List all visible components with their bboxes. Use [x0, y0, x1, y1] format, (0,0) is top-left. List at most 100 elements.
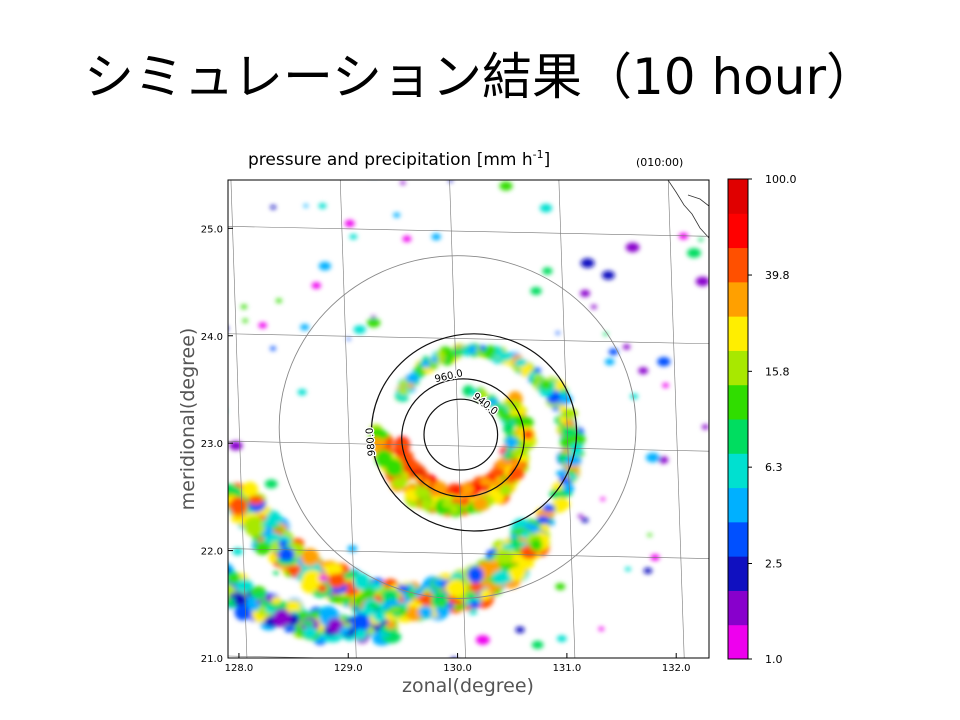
meridian-line [449, 180, 466, 658]
precip-cell [182, 539, 201, 556]
precip-cell [515, 626, 525, 633]
precip-cell [228, 586, 231, 599]
precip-cell [229, 497, 248, 515]
precip-cell [194, 570, 205, 576]
precip-cell [555, 502, 565, 510]
precip-cell [469, 600, 481, 609]
precip-cell [624, 567, 632, 572]
precip-cell [303, 204, 309, 208]
precip-cell [144, 519, 153, 529]
precip-cell [241, 481, 259, 498]
precip-cell [165, 536, 184, 556]
slide-title: シミュレーション結果（10 hour） [83, 48, 877, 106]
colorbar-segment [728, 350, 748, 386]
plot-frame [227, 179, 710, 659]
precip-cell [194, 561, 212, 577]
precip-cell [188, 572, 199, 582]
precip-cell [293, 606, 302, 612]
precip-cell [662, 383, 669, 388]
precip-cell [625, 242, 640, 253]
precip-cell [168, 557, 176, 562]
precip-cell [514, 358, 527, 367]
precip-cell [542, 267, 553, 275]
precip-cell [153, 519, 168, 534]
precip-cell [278, 547, 295, 562]
precip-cell [212, 574, 225, 587]
precip-cell [179, 553, 191, 565]
precip-cell [559, 416, 568, 424]
precip-cell [147, 430, 159, 438]
precip-cell [171, 323, 177, 327]
precip-cell [505, 436, 517, 448]
precip-cell [391, 134, 396, 138]
precip-cell [503, 453, 515, 460]
precip-cell [217, 588, 227, 599]
precip-cell [449, 504, 459, 515]
precip-cell [351, 613, 371, 633]
y-axis-label: meridional(degree) [177, 328, 199, 511]
precip-cell [327, 618, 344, 633]
precip-cell [499, 352, 513, 361]
colorbar-segment [728, 453, 748, 489]
precip-cell [622, 344, 631, 350]
precip-cell [406, 483, 418, 490]
colorbar [728, 179, 748, 660]
precip-cell [300, 324, 310, 331]
precip-cell [353, 325, 366, 334]
x-tick-label: 131.0 [553, 663, 582, 674]
precip-cell [328, 573, 346, 589]
precip-cell [477, 390, 488, 400]
precip-cell [437, 601, 446, 609]
precip-cell [198, 557, 208, 566]
precip-cell [487, 398, 499, 406]
precip-cell [184, 536, 195, 547]
x-tick-label: 129.0 [334, 663, 363, 674]
precip-cell [698, 237, 704, 242]
precip-cell [213, 595, 225, 602]
colorbar-tick-label: 15.8 [765, 365, 790, 378]
precip-cell [472, 497, 489, 507]
precip-cell [598, 626, 605, 631]
precip-cell [161, 516, 170, 522]
precip-cell [431, 481, 447, 497]
parallel-line [228, 226, 709, 237]
precip-cell [188, 567, 201, 575]
precip-cell [228, 568, 230, 574]
meridian-line [339, 180, 357, 658]
precip-cell [185, 562, 198, 576]
precip-cell [564, 455, 582, 466]
precip-cell [539, 380, 553, 391]
precip-cell [297, 389, 307, 396]
precip-cell [398, 387, 409, 395]
precip-cell [270, 346, 276, 351]
colorbar-segment [728, 316, 748, 351]
precip-cell [185, 545, 194, 554]
x-tick-label: 128.0 [225, 663, 254, 674]
y-tick-label: 25.0 [201, 224, 223, 235]
precip-cell [201, 561, 210, 566]
precip-cell [475, 635, 490, 645]
colorbar-segment [728, 487, 748, 523]
precip-cell [430, 356, 439, 364]
colorbar-ticks: 100.0 39.8 15.8 6.3 2.5 1.0 [748, 173, 797, 666]
precip-cell [405, 373, 419, 384]
precip-cell [371, 436, 386, 449]
precip-cell [161, 545, 171, 552]
precip-cell [163, 545, 181, 555]
precip-cell [179, 562, 190, 572]
precip-cell [495, 548, 514, 565]
precip-cell [638, 367, 649, 375]
precip-cell [489, 468, 504, 478]
precip-cell [153, 541, 163, 549]
precip-cell [200, 580, 213, 588]
precip-cell [181, 534, 201, 547]
precip-cell [590, 304, 597, 309]
precip-cell [183, 564, 202, 577]
precip-cell [232, 547, 243, 556]
precip-cell [508, 466, 525, 481]
precip-cell [187, 563, 200, 575]
precip-cell [254, 541, 272, 555]
precip-cell [181, 539, 199, 554]
precip-cell [556, 635, 567, 642]
